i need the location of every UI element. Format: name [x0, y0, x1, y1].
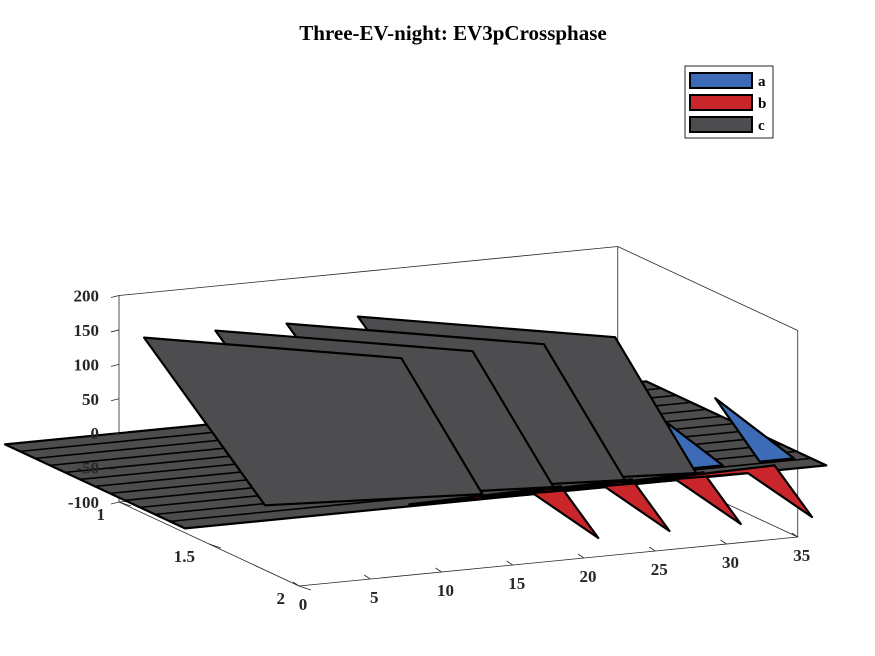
x-tick-mark: [577, 553, 585, 559]
axis-line: [118, 246, 618, 296]
z-tick-mark: [110, 398, 120, 402]
x-tick-label: 5: [370, 588, 379, 607]
x-tick-mark: [506, 560, 513, 566]
x-tick-mark: [435, 567, 442, 573]
x-tick-mark: [791, 532, 798, 538]
legend: abc: [684, 65, 774, 139]
y-tick-label: 1.5: [174, 547, 195, 566]
x-tick-label: 10: [437, 581, 454, 600]
z-tick-label: 50: [82, 390, 99, 409]
y-tick-mark: [118, 501, 132, 507]
z-tick-mark: [110, 432, 120, 436]
legend-swatch-c: [689, 116, 753, 133]
surface-b-panel: [479, 478, 671, 533]
y-tick-label: 1: [97, 505, 106, 524]
x-tick-label: 20: [580, 567, 597, 586]
axis-line: [298, 536, 798, 587]
x-tick-mark: [364, 574, 371, 580]
z-tick-mark: [110, 501, 120, 505]
legend-swatch-a: [689, 72, 753, 89]
z-tick-mark: [110, 295, 120, 298]
z-tick-label: 200: [74, 287, 100, 306]
legend-swatch-b: [689, 94, 753, 111]
x-tick-label: 15: [508, 574, 525, 593]
z-tick-label: -100: [68, 493, 99, 512]
z-tick-label: 100: [74, 355, 100, 374]
z-tick-label: 0: [91, 424, 100, 443]
x-tick-label: 30: [722, 553, 739, 572]
y-tick-mark: [298, 585, 312, 591]
surface-a-peak: [714, 397, 796, 463]
x-tick-label: 0: [299, 595, 308, 614]
z-tick-mark: [110, 363, 120, 367]
x-tick-mark: [720, 539, 727, 545]
y-tick-label: 2: [277, 589, 286, 608]
surface-c-ridge: [143, 336, 484, 507]
surface-b-panel: [550, 471, 742, 526]
z-tick-mark: [110, 329, 120, 333]
y-tick-mark: [208, 543, 222, 549]
surface-plot: [3, 315, 828, 540]
surface-b-panel: [408, 485, 600, 540]
axis-line: [617, 246, 798, 331]
z-tick-label: -50: [76, 459, 99, 478]
z-tick-label: 150: [74, 321, 100, 340]
legend-label-a: a: [758, 74, 766, 90]
chart-title: Three-EV-night: EV3pCrossphase: [299, 21, 606, 45]
surface-b-panel: [621, 464, 814, 519]
x-tick-label: 35: [793, 546, 810, 565]
x-tick-mark: [649, 546, 656, 552]
z-tick-mark: [110, 467, 120, 470]
legend-label-c: c: [758, 118, 765, 134]
legend-label-b: b: [758, 96, 766, 112]
x-tick-mark: [292, 581, 300, 587]
x-tick-label: 25: [651, 560, 668, 579]
